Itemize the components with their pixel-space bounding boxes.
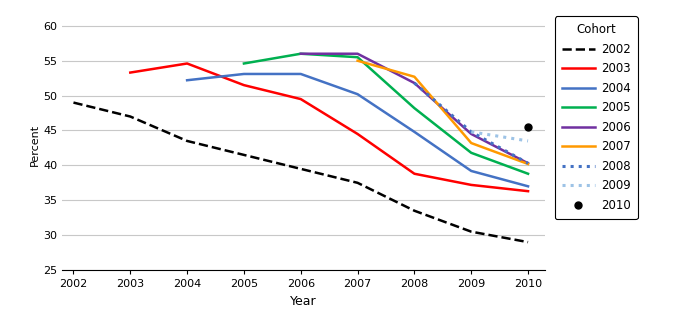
X-axis label: Year: Year: [290, 295, 317, 308]
Legend: 2002, 2003, 2004, 2005, 2006, 2007, 2008, 2009, 2010: 2002, 2003, 2004, 2005, 2006, 2007, 2008…: [555, 16, 638, 219]
Y-axis label: Percent: Percent: [30, 123, 40, 165]
